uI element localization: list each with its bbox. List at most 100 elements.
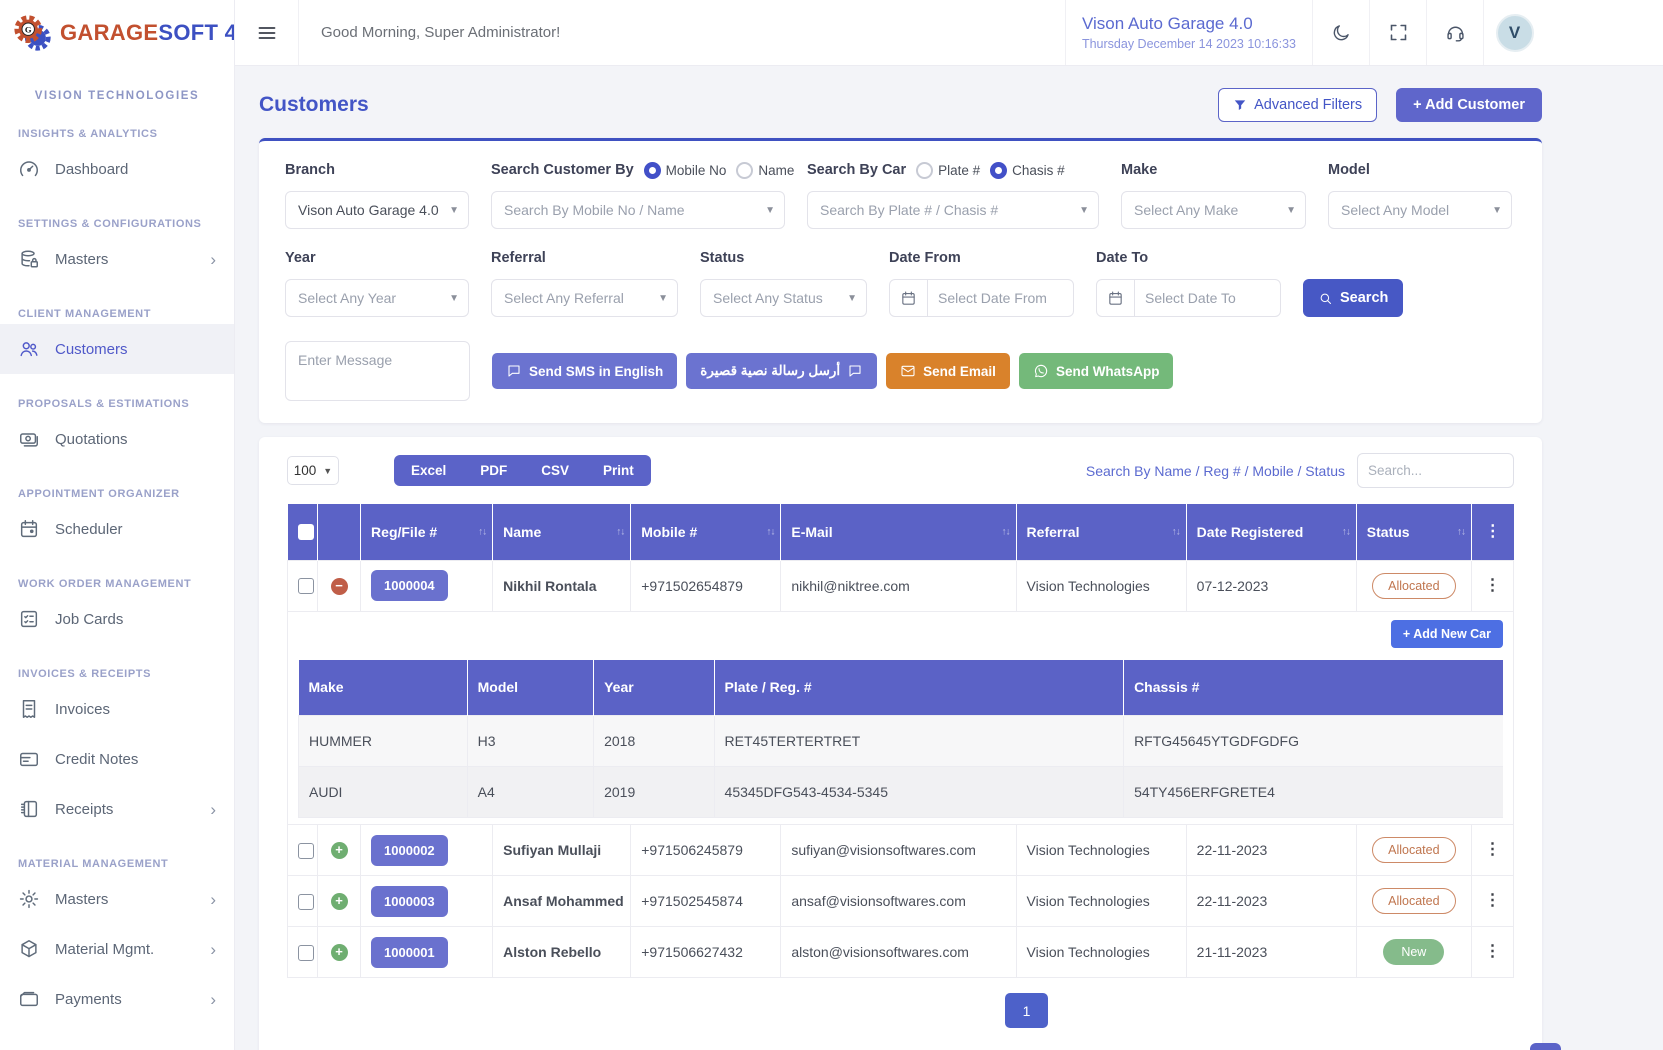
status-select[interactable]: Select Any Status▼ <box>700 279 867 317</box>
sidebar-item-job-cards[interactable]: Job Cards <box>0 594 234 644</box>
expand-row-icon[interactable]: + <box>331 944 348 961</box>
whatsapp-icon <box>1033 363 1049 379</box>
expander-header <box>318 504 361 560</box>
bubble-icon <box>847 363 863 379</box>
row-actions-menu[interactable]: ⋮ <box>1482 577 1503 595</box>
radio-mobile-no[interactable]: Mobile No <box>644 162 727 179</box>
customer-name: Sufiyan Mullaji <box>493 825 631 876</box>
branch-select[interactable]: Vison Auto Garage 4.0▼ <box>285 191 469 229</box>
radio-chasis-control[interactable] <box>990 162 1007 179</box>
dark-mode-toggle[interactable] <box>1312 0 1369 65</box>
radio-mobile-no-control[interactable] <box>644 162 661 179</box>
add-new-car-button[interactable]: + Add New Car <box>1391 620 1503 648</box>
send-sms-in-english-button[interactable]: Send SMS in English <box>492 353 677 389</box>
page-size-select[interactable]: 100▼ <box>287 456 339 485</box>
sidebar-item-payments[interactable]: Payments› <box>0 974 234 1024</box>
selected-value: Search By Mobile No / Name <box>504 202 685 218</box>
send-sms-arabic-button[interactable]: أرسل رسالة نصية قصيرة <box>686 353 877 389</box>
reg-file-badge[interactable]: 1000002 <box>371 835 448 866</box>
export-csv-button[interactable]: CSV <box>524 455 586 486</box>
export-excel-button[interactable]: Excel <box>394 455 463 486</box>
radio-name-control[interactable] <box>736 162 753 179</box>
kebab-icon[interactable]: ⋮ <box>1482 523 1504 541</box>
date-to-field[interactable] <box>1135 290 1280 306</box>
sidebar-item-receipts[interactable]: Receipts› <box>0 784 234 834</box>
hamburger-menu-button[interactable] <box>235 0 299 65</box>
row-checkbox[interactable] <box>298 578 314 594</box>
sidebar-item-dashboard[interactable]: Dashboard <box>0 144 234 194</box>
garage-info: Vison Auto Garage 4.0 Thursday December … <box>1065 0 1312 65</box>
sort-icon[interactable]: ↑↓ <box>1457 526 1465 537</box>
sort-icon[interactable]: ↑↓ <box>1002 526 1010 537</box>
fullscreen-button[interactable] <box>1369 0 1426 65</box>
search-icon <box>1318 291 1333 306</box>
status-badge: Allocated <box>1372 888 1455 914</box>
gear-icon <box>18 888 40 910</box>
expand-row-icon[interactable]: + <box>331 893 348 910</box>
export-pdf-button[interactable]: PDF <box>463 455 524 486</box>
table-search-input[interactable] <box>1357 453 1514 488</box>
make-select[interactable]: Select Any Make▼ <box>1121 191 1306 229</box>
column-header-status[interactable]: Status↑↓ <box>1356 504 1471 560</box>
referral-select[interactable]: Select Any Referral▼ <box>491 279 678 317</box>
sidebar-item-customers[interactable]: Customers <box>0 324 234 374</box>
radio-plate-control[interactable] <box>916 162 933 179</box>
column-header-name[interactable]: Name↑↓ <box>493 504 631 560</box>
row-actions-menu[interactable]: ⋮ <box>1482 943 1503 961</box>
send-email-button[interactable]: Send Email <box>886 353 1010 389</box>
filter-label: Date From <box>889 250 961 266</box>
date-from-field[interactable] <box>928 290 1073 306</box>
column-header-reg-file[interactable]: Reg/File #↑↓ <box>361 504 493 560</box>
sidebar-item-material-mgmt[interactable]: Material Mgmt.› <box>0 924 234 974</box>
user-avatar[interactable]: V <box>1496 14 1534 52</box>
sort-icon[interactable]: ↑↓ <box>478 526 486 537</box>
sidebar-item-masters[interactable]: Masters› <box>0 874 234 924</box>
column-header-mobile[interactable]: Mobile #↑↓ <box>631 504 781 560</box>
customer-email: ansaf@visionsoftwares.com <box>781 876 1016 927</box>
reg-file-badge[interactable]: 1000001 <box>371 937 448 968</box>
pagination-current-page[interactable]: 1 <box>1005 993 1048 1028</box>
filter-field-search-by-car: Search By CarPlate #Chasis #Search By Pl… <box>807 161 1099 229</box>
row-actions-menu[interactable]: ⋮ <box>1482 892 1503 910</box>
radio-chasis[interactable]: Chasis # <box>990 162 1065 179</box>
message-input[interactable] <box>285 341 470 401</box>
column-header-date-registered[interactable]: Date Registered↑↓ <box>1186 504 1356 560</box>
advanced-filters-button[interactable]: Advanced Filters <box>1218 88 1377 122</box>
send-whatsapp-button[interactable]: Send WhatsApp <box>1019 353 1174 389</box>
year-select[interactable]: Select Any Year▼ <box>285 279 469 317</box>
sort-icon[interactable]: ↑↓ <box>1342 526 1350 537</box>
reg-file-badge[interactable]: 1000004 <box>371 570 448 601</box>
search-by-car-select[interactable]: Search By Plate # / Chasis #▼ <box>807 191 1099 229</box>
sort-icon[interactable]: ↑↓ <box>1172 526 1180 537</box>
row-actions-menu[interactable]: ⋮ <box>1482 841 1503 859</box>
support-button[interactable] <box>1426 0 1483 65</box>
radio-name[interactable]: Name <box>736 162 794 179</box>
model-select[interactable]: Select Any Model▼ <box>1328 191 1512 229</box>
row-checkbox[interactable] <box>298 843 314 859</box>
sidebar-item-masters[interactable]: Masters› <box>0 234 234 284</box>
sort-icon[interactable]: ↑↓ <box>616 526 624 537</box>
sidebar-item-credit-notes[interactable]: Credit Notes <box>0 734 234 784</box>
column-header-e-mail[interactable]: E-Mail↑↓ <box>781 504 1016 560</box>
select-all-checkbox[interactable] <box>298 524 314 540</box>
row-checkbox[interactable] <box>298 945 314 961</box>
sidebar-section-appointment-organizer: APPOINTMENT ORGANIZER <box>0 464 234 504</box>
search-customer-by-select[interactable]: Search By Mobile No / Name▼ <box>491 191 785 229</box>
collapse-row-icon[interactable]: − <box>331 578 348 595</box>
row-checkbox[interactable] <box>298 894 314 910</box>
expand-row-icon[interactable]: + <box>331 842 348 859</box>
sidebar-item-scheduler[interactable]: Scheduler <box>0 504 234 554</box>
reg-file-badge[interactable]: 1000003 <box>371 886 448 917</box>
search-button[interactable]: Search <box>1303 279 1403 317</box>
scroll-top-button[interactable] <box>1530 1043 1561 1050</box>
car-row: HUMMERH32018RET45TERTERTRETRFTG45645YTGD… <box>299 716 1504 767</box>
sort-icon[interactable]: ↑↓ <box>766 526 774 537</box>
add-customer-button[interactable]: + Add Customer <box>1396 88 1542 122</box>
sidebar-item-invoices[interactable]: Invoices <box>0 684 234 734</box>
sidebar-item-label: Masters <box>55 251 108 268</box>
app-logo[interactable]: G GARAGESOFT 4.0 <box>0 0 234 66</box>
radio-plate[interactable]: Plate # <box>916 162 980 179</box>
sidebar-item-quotations[interactable]: Quotations <box>0 414 234 464</box>
export-print-button[interactable]: Print <box>586 455 651 486</box>
column-header-referral[interactable]: Referral↑↓ <box>1016 504 1186 560</box>
